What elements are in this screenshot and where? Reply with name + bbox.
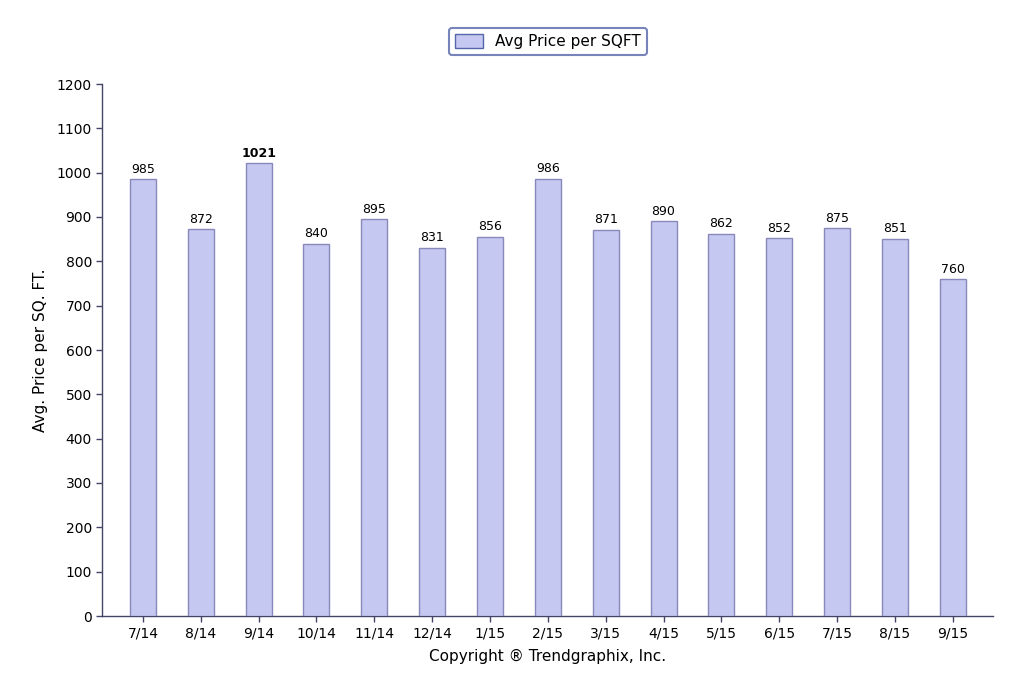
X-axis label: Copyright ® Trendgraphix, Inc.: Copyright ® Trendgraphix, Inc. (429, 649, 667, 664)
Text: 851: 851 (883, 222, 907, 235)
Bar (824, 228, 850, 616)
Bar (187, 230, 214, 616)
Bar (303, 244, 330, 616)
Text: 890: 890 (651, 205, 676, 218)
Bar (709, 234, 734, 616)
Y-axis label: Avg. Price per SQ. FT.: Avg. Price per SQ. FT. (34, 268, 48, 432)
Text: 871: 871 (594, 214, 617, 226)
Bar (246, 163, 271, 616)
Legend: Avg Price per SQFT: Avg Price per SQFT (449, 28, 647, 55)
Bar (766, 238, 793, 616)
Bar (130, 179, 156, 616)
Text: 895: 895 (362, 203, 386, 216)
Text: 852: 852 (767, 222, 792, 235)
Text: 760: 760 (941, 262, 965, 276)
Bar (593, 230, 618, 616)
Text: 985: 985 (131, 163, 155, 176)
Bar (882, 239, 908, 616)
Text: 831: 831 (420, 231, 444, 244)
Bar (535, 179, 561, 616)
Bar (361, 219, 387, 616)
Text: 840: 840 (304, 227, 329, 240)
Text: 875: 875 (825, 211, 849, 225)
Text: 872: 872 (188, 213, 213, 226)
Bar (940, 279, 966, 616)
Text: 862: 862 (710, 217, 733, 230)
Bar (477, 237, 503, 616)
Text: 1021: 1021 (241, 147, 276, 160)
Text: 856: 856 (478, 220, 502, 233)
Bar (650, 221, 677, 616)
Text: 986: 986 (536, 162, 560, 175)
Bar (419, 248, 445, 616)
